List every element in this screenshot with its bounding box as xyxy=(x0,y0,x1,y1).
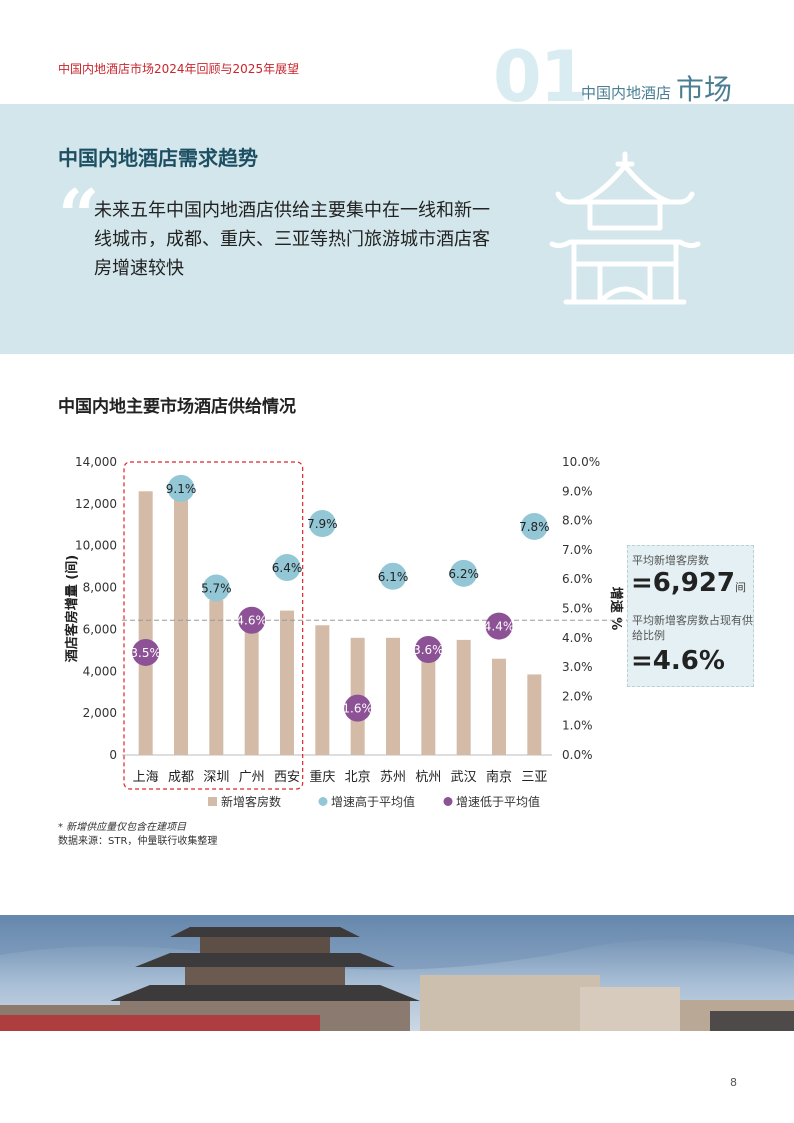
growth-marker-成都 xyxy=(167,474,195,502)
category-label: 北京 xyxy=(345,770,371,785)
growth-data-label: 5.7% xyxy=(201,581,232,595)
section-number: 01 xyxy=(493,36,588,118)
category-label: 西安 xyxy=(274,770,300,785)
legend-label: 新增客房数 xyxy=(221,794,281,809)
y2-tick-label: 9.0% xyxy=(562,484,593,498)
chart-title: 中国内地主要市场酒店供给情况 xyxy=(58,397,296,417)
legend-label: 增速高于平均值 xyxy=(331,794,415,809)
page-number: 8 xyxy=(730,1076,737,1089)
growth-marker-苏州 xyxy=(379,562,407,590)
growth-marker-南京 xyxy=(485,612,513,640)
growth-marker-武汉 xyxy=(450,559,478,587)
category-label: 苏州 xyxy=(380,769,406,785)
y-tick-label: 0 xyxy=(109,748,117,762)
legend-swatch-bar xyxy=(208,797,217,806)
banner-quote-text: 未来五年中国内地酒店供给主要集中在一线和新一线城市，成都、重庆、三亚等热门旅游城… xyxy=(94,200,490,279)
y2-tick-label: 10.0% xyxy=(562,455,600,469)
avg-new-rooms-label: 平均新增客房数 xyxy=(632,554,709,567)
growth-data-label: 4.4% xyxy=(484,620,515,634)
growth-data-label: 1.6% xyxy=(342,702,373,716)
category-label: 武汉 xyxy=(451,770,477,785)
data-source: 数据来源：STR，仲量联行收集整理 xyxy=(58,836,218,847)
category-label: 杭州 xyxy=(415,770,441,785)
growth-marker-西安 xyxy=(273,553,301,581)
category-label: 广州 xyxy=(239,770,265,785)
bar-成都 xyxy=(174,491,188,755)
bar-杭州 xyxy=(421,648,436,755)
supply-chart: 0 2,000 4,000 6,000 8,000 10,000 12,000 14,000 0… xyxy=(64,455,640,809)
average-callout: 平均新增客房数 =6,927间 平均新增客房数占现有供给比例 =4.6% xyxy=(627,545,754,687)
y-tick-label: 12,000 xyxy=(75,497,117,511)
category-label: 三亚 xyxy=(521,770,547,785)
legend-label: 增速低于平均值 xyxy=(456,794,540,809)
bar-重庆 xyxy=(315,625,330,755)
avg-ratio-value: =4.6% xyxy=(631,646,725,676)
bar-南京 xyxy=(492,658,506,755)
avg-new-rooms-unit: 间 xyxy=(735,581,747,594)
y-tick-label: 10,000 xyxy=(75,539,117,553)
banner-title: 中国内地酒店需求趋势 xyxy=(58,146,258,170)
y-tick-label: 14,000 xyxy=(75,455,117,469)
growth-marker-三亚 xyxy=(520,512,548,540)
bar-三亚 xyxy=(527,674,542,755)
y-tick-label: 8,000 xyxy=(83,581,117,595)
growth-data-label: 3.6% xyxy=(413,643,444,657)
report-title: 中国内地酒店市场2024年回顾与2025年展望 xyxy=(58,62,300,76)
growth-data-label: 7.9% xyxy=(307,517,338,531)
category-label: 成都 xyxy=(168,770,194,785)
bar-苏州 xyxy=(386,637,400,755)
y2-tick-label: 5.0% xyxy=(562,602,593,616)
y-tick-label: 2,000 xyxy=(83,706,117,720)
growth-data-label: 3.5% xyxy=(130,646,161,660)
pavilion-icon xyxy=(549,151,701,305)
y2-tick-label: 2.0% xyxy=(562,689,593,703)
category-label: 重庆 xyxy=(309,769,335,785)
y-tick-label: 6,000 xyxy=(83,622,117,636)
bar-上海 xyxy=(138,491,153,755)
avg-new-rooms-number: =6,927 xyxy=(631,568,736,598)
growth-marker-上海 xyxy=(132,638,160,666)
legend-swatch-below xyxy=(443,797,453,806)
growth-marker-北京 xyxy=(344,694,372,722)
section-label-big: 市场 xyxy=(676,73,733,106)
avg-new-rooms-value: =6,927间 xyxy=(631,568,746,598)
y2-tick-label: 8.0% xyxy=(562,514,593,528)
bar-西安 xyxy=(280,610,294,755)
quote-mark-icon: “ xyxy=(58,173,100,258)
category-label: 南京 xyxy=(486,769,512,785)
bar-深圳 xyxy=(209,600,224,755)
bell-tower-photo xyxy=(0,915,794,1031)
growth-data-label: 6.1% xyxy=(378,570,409,584)
growth-data-label: 7.8% xyxy=(519,520,550,534)
growth-data-label: 9.1% xyxy=(166,482,197,496)
highlight-group-box xyxy=(123,461,304,790)
footnote: * 新增供应量仅包含在建项目 xyxy=(58,822,187,833)
y2-tick-label: 6.0% xyxy=(562,572,593,586)
y2-tick-label: 1.0% xyxy=(562,719,593,733)
growth-data-label: 6.2% xyxy=(448,567,479,581)
growth-marker-深圳 xyxy=(202,574,230,602)
y2-tick-label: 7.0% xyxy=(562,543,593,557)
category-label: 深圳 xyxy=(203,770,229,785)
y2-tick-label: 4.0% xyxy=(562,631,593,645)
y-axis-label: 酒店客房增量 (间) xyxy=(64,555,80,662)
growth-data-label: 6.4% xyxy=(272,561,303,575)
growth-marker-重庆 xyxy=(308,510,336,538)
growth-marker-广州 xyxy=(238,606,266,634)
growth-data-label: 4.6% xyxy=(236,614,267,628)
bar-武汉 xyxy=(456,639,471,755)
growth-marker-杭州 xyxy=(414,636,442,664)
section-label-small: 中国内地酒店 xyxy=(581,84,672,102)
bar-广州 xyxy=(244,618,259,755)
legend-swatch-above xyxy=(318,797,328,806)
y2-tick-label: 3.0% xyxy=(562,660,593,674)
y2-axis-label: 增速 % xyxy=(608,587,624,631)
avg-ratio-label: 平均新增客房数占现有供给比例 xyxy=(632,614,753,642)
category-label: 上海 xyxy=(133,770,159,785)
y-tick-label: 4,000 xyxy=(83,664,117,678)
y2-tick-label: 0.0% xyxy=(562,748,593,762)
